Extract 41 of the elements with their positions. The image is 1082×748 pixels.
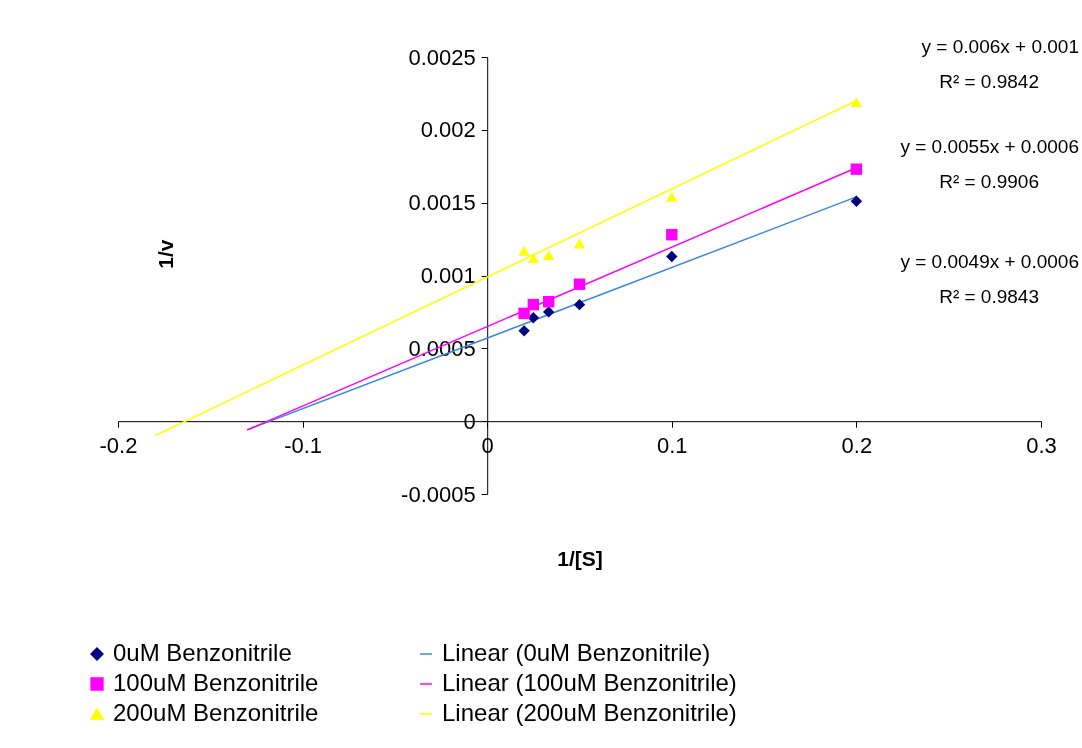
annotation: y = 0.0055x + 0.0006	[900, 136, 1079, 157]
annotation: y = 0.0049x + 0.0006	[900, 251, 1079, 272]
y-tick-label: -0.0005	[401, 481, 476, 507]
x-axis-title: 1/[S]	[557, 546, 603, 570]
x-tick-label: -0.2	[99, 432, 138, 458]
point	[573, 238, 586, 249]
annotation: R² = 0.9906	[939, 171, 1039, 192]
text: y = 0.006x + 0.001	[921, 36, 1079, 57]
legend-label: Linear (0uM Benzonitrile)	[442, 639, 711, 666]
point	[850, 97, 863, 108]
y-tick-label: 0.001	[420, 263, 476, 288]
point	[666, 250, 678, 263]
legend-label: Linear (200uM Benzonitrile)	[442, 699, 737, 726]
point	[542, 296, 555, 308]
point	[518, 307, 530, 320]
y-tick-label: 0.0025	[408, 44, 476, 70]
x-tick-label: 0.2	[841, 432, 873, 458]
y-tick-label: 0.002	[420, 117, 476, 143]
point	[666, 191, 678, 202]
point	[666, 229, 678, 241]
x-tick-label: 0.1	[657, 432, 688, 458]
point	[850, 163, 863, 175]
point	[573, 278, 586, 290]
legend-label: Linear (100uM Benzonitrile)	[442, 669, 737, 696]
point	[542, 250, 555, 261]
point	[527, 253, 540, 263]
y-tick-label: 0.0015	[408, 190, 476, 216]
point	[518, 245, 530, 256]
y-axis-title: 1/v	[153, 239, 177, 269]
annotation: R² = 0.9843	[939, 286, 1039, 307]
legend-label: 200uM Benzonitrile	[113, 699, 319, 726]
point	[527, 298, 540, 311]
x-tick-label: 0.3	[1026, 432, 1057, 458]
annotation: R² = 0.9842	[939, 71, 1039, 92]
point	[573, 298, 586, 311]
legend-label: 100uM Benzonitrile	[113, 669, 319, 696]
legend-label: 0uM Benzonitrile	[113, 639, 292, 666]
point	[542, 306, 555, 318]
point	[850, 195, 863, 207]
point	[518, 325, 530, 337]
x-tick-label: -0.1	[284, 432, 323, 458]
